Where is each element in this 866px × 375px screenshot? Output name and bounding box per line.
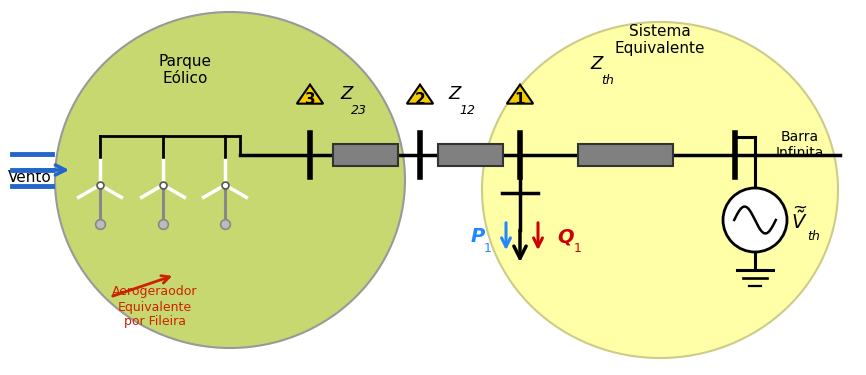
Polygon shape: [507, 85, 533, 104]
Text: Vento: Vento: [8, 170, 52, 184]
Text: 1: 1: [514, 92, 526, 106]
Text: Q: Q: [558, 228, 574, 246]
Text: 23: 23: [351, 104, 367, 117]
Text: Barra
Infinita: Barra Infinita: [776, 130, 824, 160]
Text: 12: 12: [459, 104, 475, 117]
Text: Z: Z: [340, 85, 352, 103]
Text: P: P: [471, 228, 485, 246]
Text: 1: 1: [574, 242, 582, 255]
Text: 1: 1: [484, 242, 492, 255]
Ellipse shape: [55, 12, 405, 348]
Text: Ṽ: Ṽ: [791, 213, 805, 232]
Polygon shape: [407, 85, 433, 104]
Text: Aerogeraodor
Equivalente
por Fileira: Aerogeraodor Equivalente por Fileira: [113, 285, 197, 328]
Circle shape: [723, 188, 787, 252]
Text: Z: Z: [448, 85, 461, 103]
FancyBboxPatch shape: [437, 144, 502, 166]
Text: th: th: [601, 74, 614, 87]
Text: 3: 3: [305, 92, 315, 106]
Ellipse shape: [482, 22, 838, 358]
FancyBboxPatch shape: [333, 144, 397, 166]
Text: Z: Z: [590, 55, 603, 73]
FancyBboxPatch shape: [578, 144, 673, 166]
Text: Sistema
Equivalente: Sistema Equivalente: [615, 24, 705, 56]
Text: Parque
Eólico: Parque Eólico: [158, 54, 211, 86]
Text: th: th: [807, 230, 820, 243]
Polygon shape: [297, 85, 323, 104]
Text: ~: ~: [792, 199, 807, 217]
Text: 2: 2: [415, 92, 425, 106]
